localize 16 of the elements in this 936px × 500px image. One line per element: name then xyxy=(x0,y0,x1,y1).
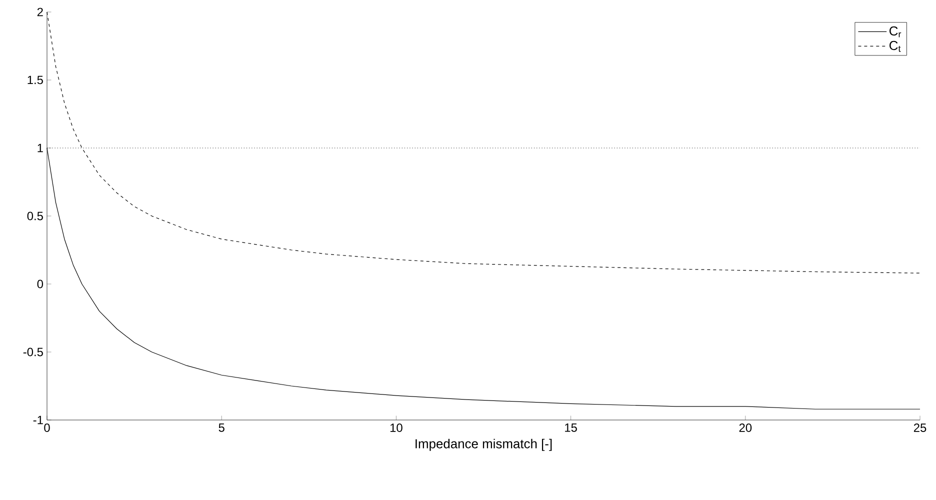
x-tick-label: 0 xyxy=(44,424,50,432)
y-tick-label: 2 xyxy=(37,8,43,16)
y-tick-label: 1 xyxy=(38,144,43,152)
y-tick-label: -1 xyxy=(33,416,43,424)
x-tick-label: 5 xyxy=(218,424,224,432)
x-tick-label: 20 xyxy=(739,424,752,432)
y-tick-label: 0.5 xyxy=(27,212,43,220)
legend-label: C$_{t}$ xyxy=(890,40,901,52)
y-tick-label: 1.5 xyxy=(28,76,43,84)
y-tick-label: 0 xyxy=(37,280,44,288)
x-tick-label: 10 xyxy=(390,424,402,432)
x-tick-label: 15 xyxy=(565,424,577,432)
legend-label: C$_{r}$ xyxy=(890,26,902,38)
x-tick-label: 25 xyxy=(914,424,926,432)
x-axis-title: Impedance mismatch [-] xyxy=(416,438,552,451)
y-tick-label: -0.5 xyxy=(23,348,43,356)
